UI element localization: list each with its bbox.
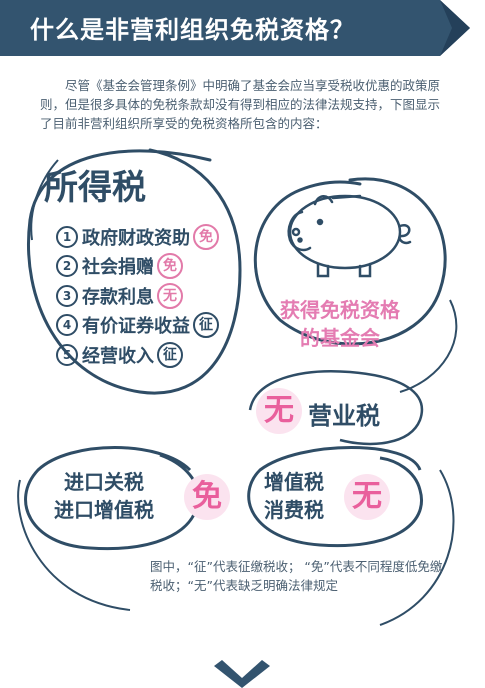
item-label: 经营收入: [82, 345, 154, 367]
foundation-line-1: 获得免税资格: [280, 298, 400, 322]
item-number: 3: [56, 284, 78, 307]
list-item: 1 政府财政资助 免: [56, 222, 219, 252]
intro-paragraph: 尽管《基金会管理条例》中明确了基金会应当享受税收优惠的政策原则，但是很多具体的免…: [40, 78, 441, 131]
foundation-label: 获得免税资格 的基金会: [262, 296, 418, 352]
vat-tax-badge: 无: [344, 474, 390, 520]
piggy-bank-icon: [287, 194, 412, 278]
list-item: 4 有价证券收益 征: [56, 311, 219, 341]
import-tax-line-2: 进口增值税: [54, 498, 154, 522]
vat-tax-label: 增值税 消费税: [264, 468, 324, 524]
item-number: 1: [56, 225, 78, 248]
levy-badge: 征: [193, 312, 219, 339]
none-badge: 无: [157, 282, 183, 309]
income-tax-list: 1 政府财政资助 免 2 社会捐赠 免 3 存款利息 无 4 有价证券收益 征 …: [56, 222, 219, 370]
item-label: 社会捐赠: [82, 257, 154, 279]
vat-tax-line-2: 消费税: [264, 498, 324, 522]
item-number: 4: [56, 314, 78, 337]
import-tax-badge: 免: [184, 474, 230, 520]
list-item: 3 存款利息 无: [56, 281, 219, 311]
business-tax-label: 营业税: [308, 402, 380, 430]
exempt-badge: 免: [193, 223, 219, 250]
import-tax-label: 进口关税 进口增值税: [54, 468, 154, 524]
item-number: 2: [56, 255, 78, 278]
header-banner: 什么是非营利组织免税资格？: [0, 0, 485, 56]
import-tax-line-1: 进口关税: [64, 470, 144, 494]
page-title: 什么是非营利组织免税资格？: [30, 16, 355, 44]
foundation-line-2: 的基金会: [300, 326, 380, 350]
list-item: 2 社会捐赠 免: [56, 252, 219, 282]
vat-tax-line-1: 增值税: [264, 470, 324, 494]
income-tax-title: 所得税: [44, 168, 146, 208]
exempt-badge: 免: [157, 253, 183, 280]
item-number: 5: [56, 343, 78, 366]
list-item: 5 经营收入 征: [56, 340, 219, 370]
levy-badge: 征: [157, 341, 183, 368]
item-label: 有价证券收益: [82, 316, 190, 338]
business-tax-badge: 无: [256, 388, 302, 434]
legend-note: 图中，“征”代表征缴税收； “免”代表不同程度低免缴税收；“无”代表缺乏明确法律…: [150, 559, 443, 593]
item-label: 存款利息: [82, 286, 154, 308]
item-label: 政府财政资助: [82, 227, 190, 249]
